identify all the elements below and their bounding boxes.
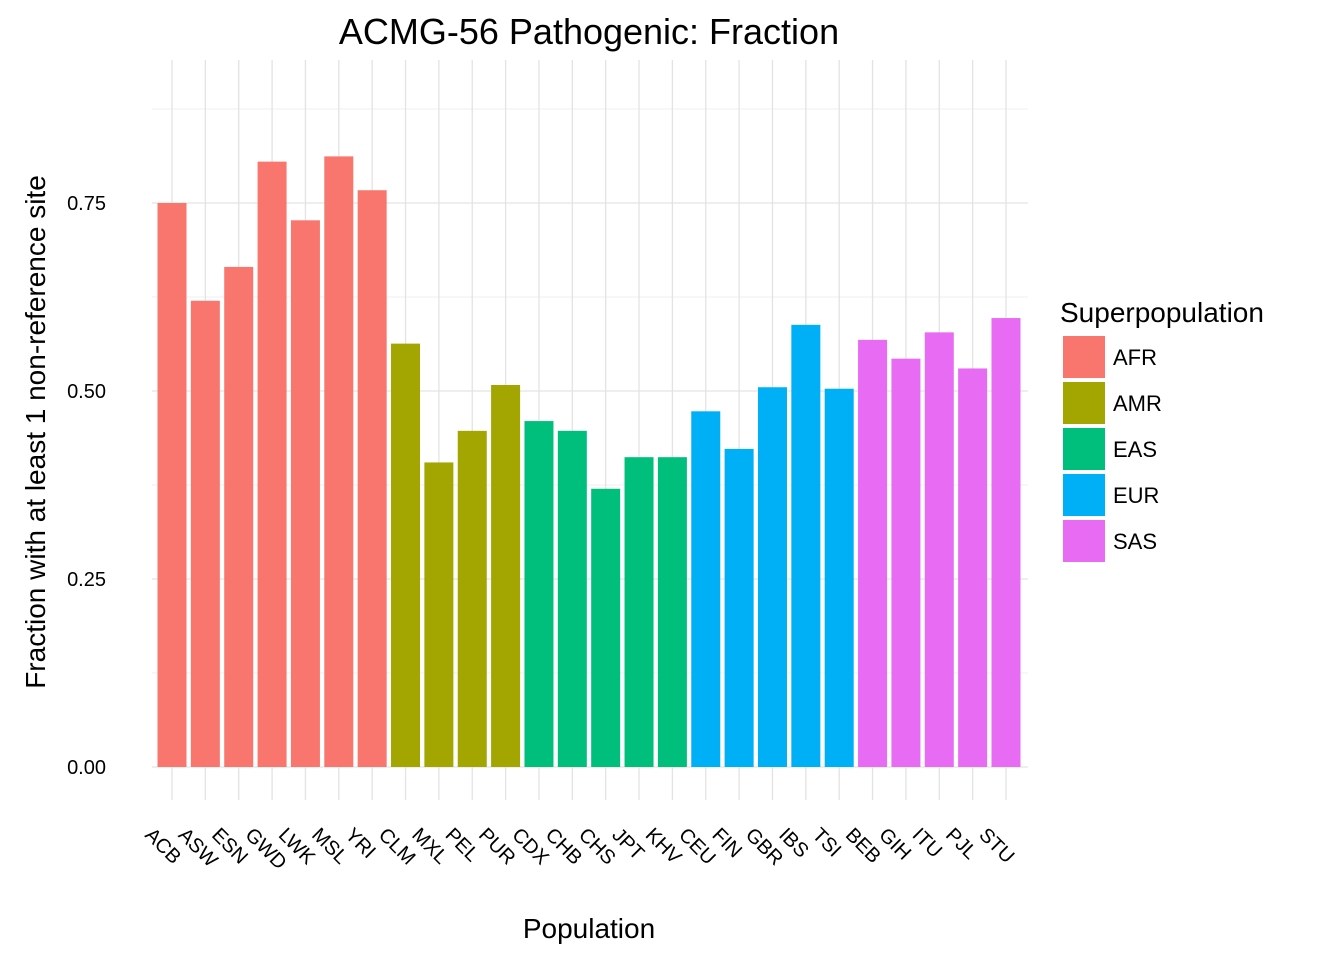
- bar-cdx: [524, 421, 554, 767]
- bars: [157, 156, 1021, 768]
- legend-swatch-amr: [1063, 382, 1105, 424]
- x-tick-label: CHS: [574, 824, 619, 869]
- bar-chs: [591, 488, 621, 767]
- legend-label-eur: EUR: [1113, 483, 1159, 508]
- x-tick-label: PEL: [441, 824, 483, 866]
- chart-title: ACMG-56 Pathogenic: Fraction: [339, 11, 839, 52]
- y-tick-label: 0.75: [67, 193, 106, 215]
- bar-ibs: [791, 324, 821, 767]
- x-tick-label: PJL: [941, 824, 981, 864]
- x-tick-label: CEU: [674, 824, 719, 869]
- y-tick-label: 0.50: [67, 381, 106, 403]
- legend: Superpopulation AFR AMR EAS EUR SAS: [1060, 297, 1264, 562]
- bar-asw: [190, 300, 220, 767]
- bar-esn: [224, 266, 254, 767]
- bar-gih: [891, 358, 921, 767]
- y-axis-ticks: 0.00 0.25 0.50 0.75: [67, 193, 106, 779]
- legend-swatch-eas: [1063, 428, 1105, 470]
- bar-pel: [457, 430, 487, 767]
- legend-label-sas: SAS: [1113, 529, 1157, 554]
- legend-swatch-eur: [1063, 474, 1105, 516]
- bar-ceu: [691, 411, 721, 767]
- bar-jpt: [624, 457, 654, 767]
- x-tick-label: KHV: [641, 824, 686, 869]
- bar-clm: [391, 343, 421, 767]
- x-tick-label: MXL: [407, 824, 452, 869]
- bar-beb: [858, 339, 888, 767]
- bar-pur: [491, 384, 521, 767]
- x-axis-title: Population: [523, 913, 655, 944]
- bar-pjl: [958, 368, 988, 767]
- x-tick-label: STU: [974, 824, 1018, 868]
- bar-tsi: [824, 388, 854, 767]
- bar-khv: [657, 457, 687, 767]
- x-tick-label: PUR: [474, 824, 519, 869]
- bar-msl: [324, 156, 354, 768]
- legend-swatch-afr: [1063, 336, 1105, 378]
- bar-mxl: [424, 462, 454, 767]
- bar-stu: [991, 318, 1021, 767]
- bar-lwk: [290, 220, 320, 767]
- x-tick-label: ITU: [908, 824, 946, 862]
- bar-fin: [724, 448, 754, 767]
- x-tick-label: CLM: [374, 824, 419, 869]
- bar-gbr: [757, 387, 787, 767]
- bar-acb: [157, 203, 187, 767]
- y-tick-label: 0.00: [67, 757, 106, 779]
- x-tick-label: ACB: [140, 824, 185, 869]
- x-tick-label: GIH: [874, 824, 915, 865]
- bar-yri: [357, 190, 387, 767]
- x-tick-label: CDX: [507, 824, 552, 869]
- bar-gwd: [257, 161, 287, 767]
- bar-itu: [924, 332, 954, 767]
- y-axis-title: Fraction with at least 1 non-reference s…: [20, 175, 51, 689]
- bar-chb: [557, 430, 587, 767]
- legend-label-amr: AMR: [1113, 391, 1162, 416]
- legend-label-afr: AFR: [1113, 345, 1157, 370]
- y-tick-label: 0.25: [67, 569, 106, 591]
- legend-label-eas: EAS: [1113, 437, 1157, 462]
- x-tick-label: BEB: [841, 824, 885, 868]
- x-tick-label: MSL: [307, 824, 352, 869]
- x-tick-label: TSI: [808, 824, 846, 862]
- x-tick-label: GBR: [741, 824, 787, 870]
- x-axis-ticks: ACBASWESNGWDLWKMSLYRICLMMXLPELPURCDXCHBC…: [140, 824, 1018, 874]
- x-tick-label: CHB: [541, 824, 586, 869]
- legend-swatch-sas: [1063, 520, 1105, 562]
- legend-title: Superpopulation: [1060, 297, 1264, 328]
